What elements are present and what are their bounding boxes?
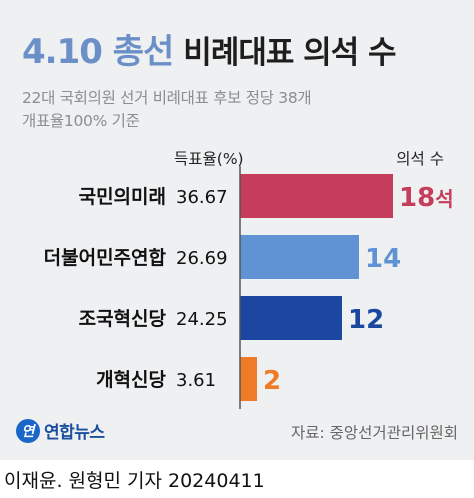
seat-value-label: 14 — [365, 244, 401, 274]
yonhap-logo-icon: 연 — [16, 418, 40, 443]
seat-value-label: 2 — [263, 366, 281, 396]
column-header-rate: 득표율(%) — [174, 150, 244, 168]
title-main: 4.10 총선 — [22, 32, 174, 72]
source-note: 자료: 중앙선거관리위원회 — [290, 424, 458, 442]
byline: 이재윤. 원형민 기자 20240411 — [4, 470, 265, 492]
seat-unit-label: 석 — [435, 187, 453, 211]
yonhap-logo: 연 연합뉴스 — [16, 418, 105, 443]
title-sub: 비례대표 의석 수 — [183, 35, 396, 71]
subtitle-line1: 22대 국회의원 선거 비례대표 후보 정당 38개 — [22, 89, 312, 107]
seat-value-label: 18석 — [399, 183, 454, 213]
bar-1 — [240, 235, 359, 279]
party-name-label: 더불어민주연합 — [44, 247, 167, 269]
vote-rate-label: 26.69 — [176, 248, 228, 269]
yonhap-logo-text: 연합뉴스 — [44, 423, 105, 443]
vote-rate-label: 36.67 — [176, 187, 228, 208]
bar-0 — [240, 174, 393, 218]
infographic-card: 4.10 총선 비례대표 의석 수 22대 국회의원 선거 비례대표 후보 정당 … — [0, 0, 474, 460]
seat-value-label: 12 — [348, 305, 384, 335]
vote-rate-label: 24.25 — [176, 309, 228, 330]
party-name-label: 국민의미래 — [79, 186, 166, 208]
bar-2 — [240, 296, 342, 340]
column-header-seats: 의석 수 — [396, 150, 444, 168]
party-name-label: 개혁신당 — [96, 369, 166, 391]
party-name-label: 조국혁신당 — [79, 308, 167, 330]
bar-3 — [240, 357, 257, 401]
title-row: 4.10 총선 비례대표 의석 수 — [22, 24, 397, 73]
subtitle-line2: 개표율100% 기준 — [22, 112, 140, 130]
vote-rate-label: 3.61 — [176, 370, 216, 391]
